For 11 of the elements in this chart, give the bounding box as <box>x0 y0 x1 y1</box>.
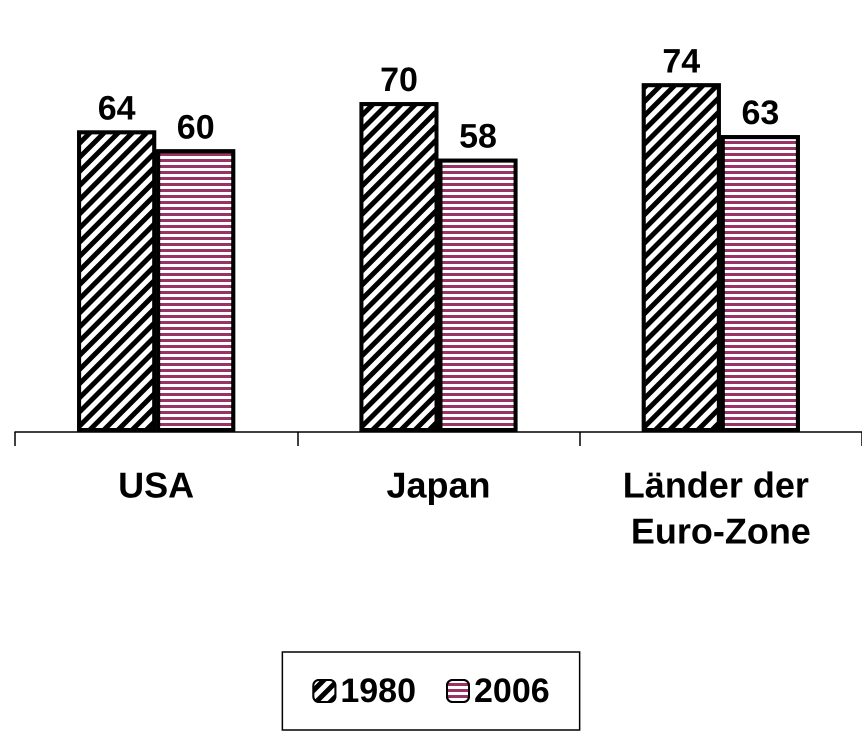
data-label: 58 <box>459 118 497 156</box>
legend-label: 2006 <box>474 672 550 710</box>
data-label: 64 <box>98 89 136 128</box>
data-label: 70 <box>380 61 418 100</box>
data-label: 60 <box>176 108 215 146</box>
x-tick-label: Japan <box>386 464 491 506</box>
data-label: 74 <box>662 42 700 80</box>
legend-label: 1980 <box>340 672 416 710</box>
x-tick-label: Länder der Euro-Zone <box>622 464 819 552</box>
x-tick-label: USA <box>118 464 194 506</box>
data-label: 63 <box>741 94 780 132</box>
